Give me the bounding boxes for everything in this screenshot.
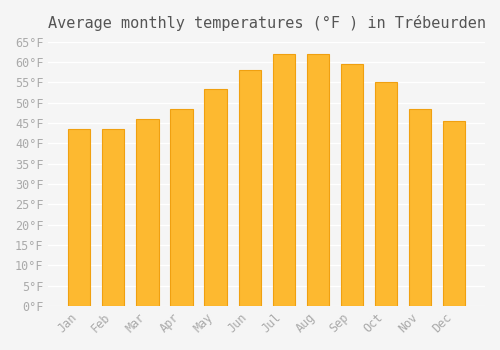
Bar: [272, 54, 295, 306]
Bar: [238, 70, 260, 306]
Bar: [68, 129, 90, 306]
Bar: [375, 83, 397, 306]
Bar: [170, 109, 192, 306]
Bar: [136, 119, 158, 306]
Bar: [306, 54, 329, 306]
Bar: [341, 64, 363, 306]
Bar: [443, 121, 465, 306]
Bar: [204, 89, 227, 306]
Bar: [102, 129, 124, 306]
Bar: [409, 109, 431, 306]
Title: Average monthly temperatures (°F ) in Trébeurden: Average monthly temperatures (°F ) in Tr…: [48, 15, 486, 31]
